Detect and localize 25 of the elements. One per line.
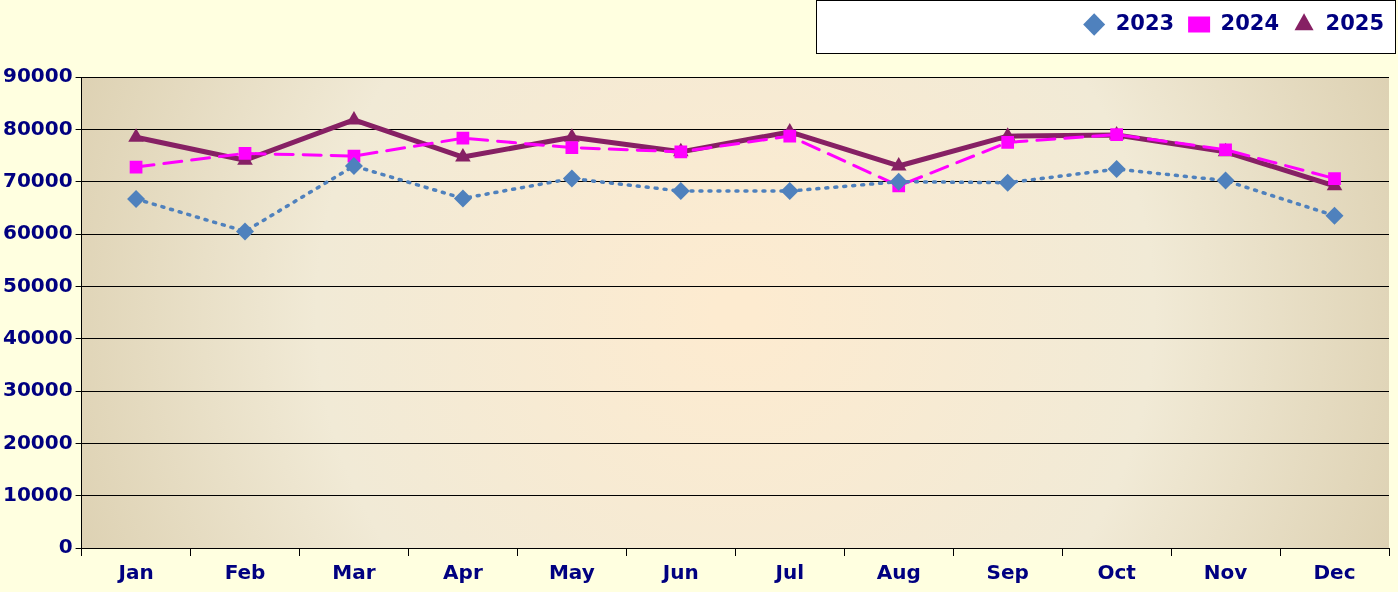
- x-tick-label: Jul: [773, 560, 805, 585]
- x-tick-label: Feb: [224, 560, 266, 585]
- x-tick-label: Apr: [443, 560, 483, 585]
- y-tick-label: 10000: [2, 481, 73, 506]
- x-tick-label: Mar: [332, 560, 376, 585]
- x-tick-label: Jun: [660, 560, 699, 585]
- x-tick-label: Jan: [116, 560, 154, 585]
- x-tick-label: Sep: [986, 560, 1029, 585]
- legend-label: 2024: [1220, 10, 1280, 35]
- y-tick-label: 80000: [2, 115, 73, 140]
- legend-label: 2025: [1325, 10, 1385, 35]
- y-tick-label: 50000: [2, 272, 73, 297]
- x-tick-label: Nov: [1203, 560, 1248, 585]
- y-tick-label: 30000: [2, 377, 73, 402]
- y-tick-label: 20000: [2, 429, 73, 454]
- y-tick-label: 40000: [2, 324, 73, 349]
- y-tick-label: 60000: [2, 220, 73, 245]
- y-tick-label: 90000: [2, 63, 73, 88]
- y-tick-label: 0: [58, 534, 73, 559]
- x-tick-label: Dec: [1313, 560, 1356, 585]
- x-tick-label: Oct: [1097, 560, 1137, 585]
- x-tick-label: Aug: [876, 560, 921, 585]
- x-tick-label: May: [548, 560, 595, 585]
- legend-label: 2023: [1115, 10, 1175, 35]
- y-tick-label: 70000: [2, 167, 73, 192]
